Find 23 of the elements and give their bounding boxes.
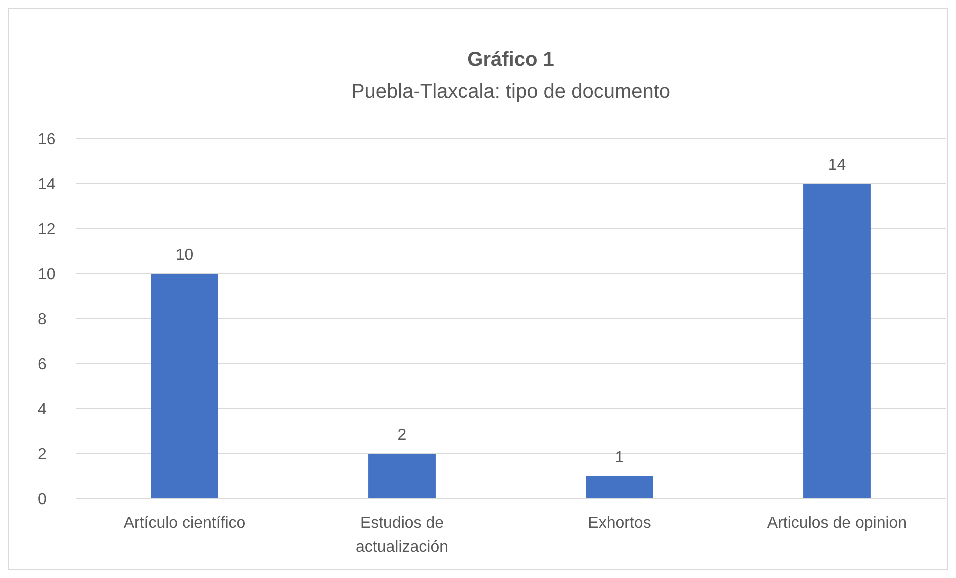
y-tick-label: 2 <box>38 446 47 464</box>
x-tick-label: Estudios de actualización <box>356 515 448 556</box>
x-tick-label: Artículo científico <box>124 515 246 532</box>
data-label: 10 <box>176 247 194 264</box>
bar <box>804 184 871 499</box>
chart-title: Gráfico 1 <box>468 49 554 71</box>
y-tick-label: 4 <box>38 402 47 419</box>
x-tick-label: Articulos de opinion <box>767 515 908 532</box>
y-tick-label: 6 <box>38 356 47 374</box>
x-tick-label: Exhortos <box>588 515 652 532</box>
bar <box>151 274 218 499</box>
data-label: 2 <box>398 427 407 444</box>
y-tick-label: 16 <box>38 132 56 149</box>
data-label: 1 <box>615 450 624 466</box>
bar <box>368 454 436 499</box>
chart-subtitle: Puebla-Tlaxcala: tipo de documento <box>351 81 671 103</box>
y-tick-label: 14 <box>38 176 56 194</box>
bar <box>586 476 654 499</box>
data-label: 14 <box>828 157 846 174</box>
y-tick-label: 8 <box>38 312 47 329</box>
y-tick-label: 12 <box>38 222 56 239</box>
y-tick-label: 0 <box>38 492 47 509</box>
y-tick-label: 10 <box>38 266 56 284</box>
